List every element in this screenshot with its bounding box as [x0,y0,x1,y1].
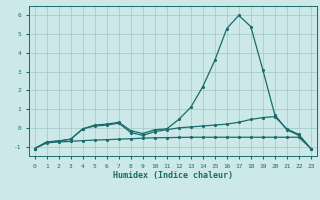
X-axis label: Humidex (Indice chaleur): Humidex (Indice chaleur) [113,171,233,180]
